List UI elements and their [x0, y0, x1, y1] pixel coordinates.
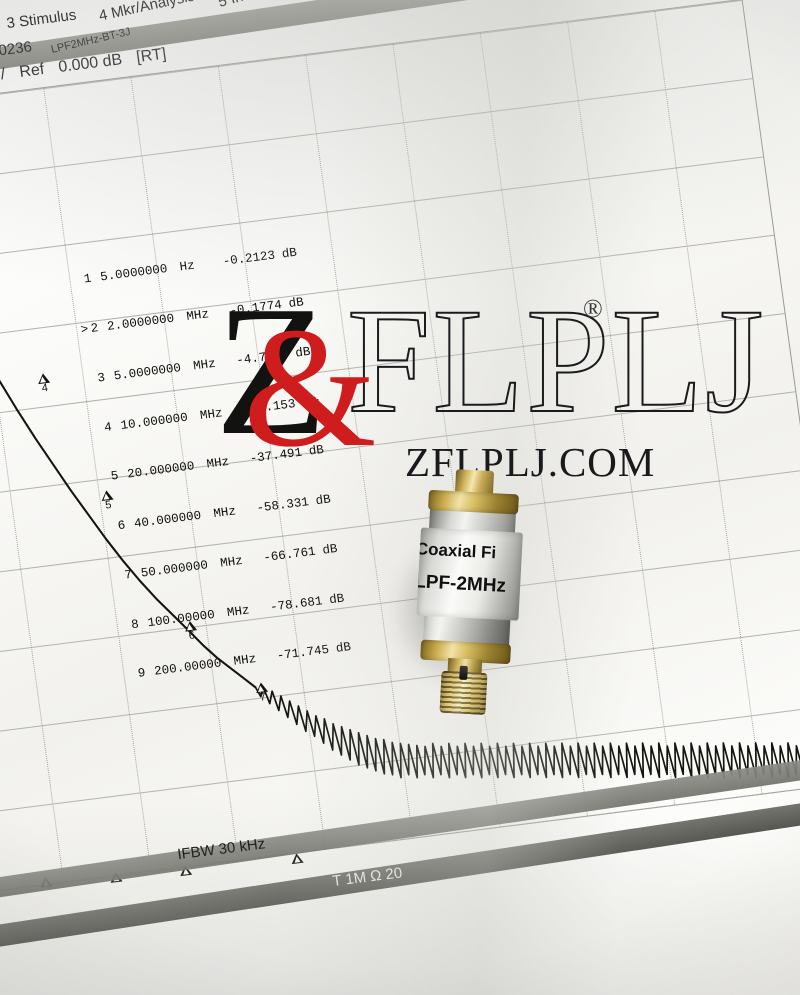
- marker-select: [84, 431, 102, 433]
- marker-frequency: 2.0000000: [106, 311, 176, 334]
- coaxial-filter-device: Coaxial Fi LPF-2MHz: [381, 467, 543, 716]
- marker-value: -78.681: [269, 593, 324, 615]
- marker-value-unit: dB: [308, 443, 325, 459]
- marker-value: -37.491: [249, 445, 304, 467]
- marker-select: [105, 579, 123, 581]
- device-label-line1: Coaxial Fi: [416, 539, 497, 563]
- marker-select: [78, 382, 96, 384]
- marker-unit: MHz: [212, 504, 237, 522]
- marker-select: >: [79, 322, 90, 338]
- marker-index: 5: [110, 469, 120, 484]
- marker-index: 9: [137, 666, 147, 682]
- marker-select: [111, 628, 129, 630]
- marker-value: -66.761: [262, 544, 317, 566]
- marker-frequency: 5.0000000: [99, 262, 169, 285]
- marker-unit: MHz: [219, 553, 244, 571]
- table-row: 6 40.000000 MHz -58.331 dB: [96, 492, 332, 538]
- marker-value: -58.331: [255, 495, 310, 516]
- marker-value-unit: dB: [335, 640, 352, 657]
- marker-value: -4.7669: [235, 347, 290, 368]
- table-row: 8 100.00000 MHz -78.681 dB: [110, 590, 345, 636]
- marker-index: 8: [130, 617, 140, 632]
- marker-frequency: 100.00000: [146, 607, 216, 630]
- table-row: 3 5.0000000 MHz -4.7669 dB: [76, 344, 312, 390]
- marker-value: -19.153: [242, 396, 297, 418]
- marker-value: -71.745: [276, 643, 331, 664]
- marker-frequency: 40.000000: [133, 508, 203, 532]
- marker-frequency: 50.000000: [140, 558, 209, 581]
- ref-label: Ref: [18, 60, 46, 81]
- device-label-line2: LPF-2MHz: [416, 571, 507, 597]
- marker-unit: Hz: [178, 258, 196, 275]
- table-row: 4 10.000000 MHz -19.153 dB: [83, 393, 318, 439]
- marker-triangle-icon: [36, 373, 50, 385]
- marker-value-unit: dB: [328, 591, 346, 607]
- table-row: 7 50.000000 MHz -66.761 dB: [103, 541, 339, 587]
- marker-index: 7: [123, 567, 133, 583]
- marker-unit: MHz: [205, 455, 231, 472]
- table-row: 5 20.000000 MHz -37.491 dB: [90, 442, 325, 488]
- marker-frequency: 5.0000000: [112, 360, 182, 384]
- marker-frequency: 20.000000: [126, 459, 196, 482]
- marker-value-unit: dB: [287, 295, 305, 311]
- marker-unit: MHz: [226, 603, 251, 620]
- table-row: 1 5.0000000 Hz -0.2123 dB: [63, 245, 298, 291]
- marker-index: 4: [103, 419, 113, 435]
- marker-value-unit: dB: [301, 393, 319, 410]
- marker-index: 3: [96, 370, 106, 386]
- sweep-mode: [RT]: [135, 45, 168, 67]
- marker-select: [91, 480, 109, 482]
- marker-value: -0.1774: [228, 297, 283, 319]
- marker-unit: MHz: [185, 307, 210, 324]
- marker-frequency: 200.00000: [153, 656, 223, 680]
- marker-value-unit: dB: [314, 492, 332, 509]
- marker-frequency: 10.000000: [119, 410, 189, 433]
- marker-index: 6: [116, 518, 127, 534]
- marker-value-unit: dB: [281, 245, 298, 262]
- table-row: 9 200.00000 MHz -71.745 dB: [117, 639, 352, 685]
- trace-marker-4[interactable]: 4: [35, 372, 54, 395]
- table-row: >2 2.0000000 MHz -0.1774 dB: [69, 294, 305, 340]
- marker-select: [118, 678, 136, 680]
- marker-select: [98, 530, 116, 532]
- device-label: Coaxial Fi LPF-2MHz: [416, 527, 523, 621]
- marker-select: [64, 283, 82, 285]
- menu-item-stimulus[interactable]: 3 Stimulus: [5, 6, 78, 33]
- marker-unit: MHz: [232, 652, 258, 670]
- scale-per-div: 10.00 dB/: [0, 65, 7, 91]
- marker-unit: MHz: [199, 405, 224, 423]
- sma-center-pin: [459, 665, 468, 681]
- marker-value-unit: dB: [321, 541, 339, 558]
- marker-value: -0.2123: [221, 248, 276, 270]
- marker-index: 2: [89, 321, 100, 336]
- marker-unit: MHz: [192, 356, 217, 374]
- marker-value-unit: dB: [294, 344, 312, 361]
- marker-label: 4: [41, 381, 49, 395]
- marker-index: 1: [83, 271, 93, 287]
